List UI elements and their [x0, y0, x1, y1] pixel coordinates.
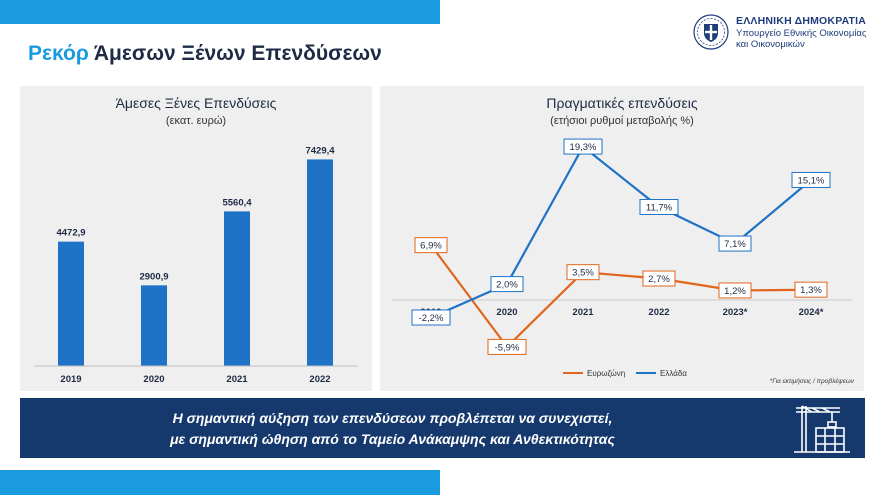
- page-title: Ρεκόρ Άμεσων Ξένων Επενδύσεων: [28, 42, 382, 66]
- data-label-eurozone-2023*: 1,2%: [718, 282, 752, 299]
- line-x-tick-2023*: 2023*: [723, 307, 748, 318]
- bar-value-label-2021: 5560,4: [222, 197, 252, 208]
- line-x-tick-2021: 2021: [572, 307, 594, 318]
- data-label-box-eurozone-2022: [642, 270, 676, 287]
- investment-line-chart-panel: Πραγματικές επενδύσεις (ετήσιοι ρυθμοί με…: [380, 86, 864, 391]
- line-chart-title: Πραγματικές επενδύσεις: [546, 95, 697, 111]
- data-label-text-eurozone-2023*: 1,2%: [724, 286, 746, 297]
- data-label-text-greece-2024*: 15,1%: [798, 175, 825, 186]
- line-chart-subtitle: (ετήσιοι ρυθμοί μεταβολής %): [550, 115, 694, 127]
- data-label-box-greece-2024*: [791, 171, 831, 188]
- bar-value-label-2019: 4472,9: [56, 228, 85, 239]
- data-label-greece-2022: 11,7%: [639, 198, 679, 215]
- data-label-box-eurozone-2021: [566, 264, 600, 281]
- data-label-box-greece-2023*: [718, 235, 752, 252]
- bar-value-label-2020: 2900,9: [139, 271, 168, 282]
- data-label-box-eurozone-2023*: [718, 282, 752, 299]
- data-label-greece-2021: 19,3%: [563, 138, 603, 155]
- data-label-eurozone-2019: 6,9%: [414, 237, 448, 254]
- data-label-eurozone-2022: 2,7%: [642, 270, 676, 287]
- line-x-tick-2022: 2022: [648, 307, 669, 318]
- ministry-logo: ΕΛΛΗΝΙΚΗ ΔΗΜΟΚΡΑΤΙΑ Υπουργείο Εθνικής Οι…: [692, 12, 872, 60]
- bar-x-tick-2019: 2019: [60, 374, 81, 385]
- data-label-greece-2023*: 7,1%: [718, 235, 752, 252]
- series-line-eurozone: [430, 244, 812, 348]
- data-label-text-greece-2022: 11,7%: [646, 202, 673, 213]
- series-line-greece: [430, 145, 812, 319]
- data-label-box-greece-2021: [563, 138, 603, 155]
- banner-line-2: με σημαντική ώθηση από το Ταμείο Ανάκαμψ…: [170, 431, 615, 447]
- banner-text: Η σημαντική αύξηση των επενδύσεων προβλέ…: [20, 408, 765, 450]
- investment-line-chart: Πραγματικές επενδύσεις (ετήσιοι ρυθμοί με…: [392, 95, 855, 385]
- logo-line-1: ΕΛΛΗΝΙΚΗ ΔΗΜΟΚΡΑΤΙΑ: [736, 15, 867, 27]
- data-label-box-eurozone-2019: [414, 237, 448, 254]
- data-label-text-greece-2019: -2,2%: [419, 313, 444, 324]
- bar-value-label-2022: 7429,4: [305, 145, 335, 156]
- data-label-box-greece-2020: [490, 276, 524, 293]
- bar-2021: [224, 211, 250, 366]
- data-label-text-greece-2023*: 7,1%: [724, 239, 746, 250]
- bar-x-tick-2020: 2020: [143, 374, 164, 385]
- line-x-tick-2020: 2020: [496, 307, 517, 318]
- bar-chart-title: Άμεσες Ξένες Επενδύσεις: [116, 95, 277, 111]
- data-label-box-eurozone-2020: [487, 338, 527, 355]
- line-chart-footnote: *Για εκτιμήσεις / προβλέψεων: [770, 377, 855, 385]
- bar-2019: [58, 241, 84, 366]
- data-label-text-eurozone-2020: -5,9%: [495, 342, 520, 353]
- data-label-text-greece-2021: 19,3%: [570, 142, 597, 153]
- data-label-text-eurozone-2019: 6,9%: [420, 241, 442, 252]
- data-label-greece-2024*: 15,1%: [791, 171, 831, 188]
- data-label-text-eurozone-2024*: 1,3%: [800, 285, 822, 296]
- logo-line-3: και Οικονομικών: [736, 39, 805, 50]
- data-label-eurozone-2020: -5,9%: [487, 338, 527, 355]
- fdi-bar-chart: Άμεσες Ξένες Επενδύσεις (εκατ. ευρώ) 4472,…: [34, 95, 358, 385]
- data-label-box-greece-2019: [411, 309, 451, 326]
- greek-coat-of-arms-icon: [693, 14, 729, 50]
- page-title-rest: Άμεσων Ξένων Επενδύσεων: [88, 42, 382, 65]
- data-label-eurozone-2021: 3,5%: [566, 264, 600, 281]
- conclusion-banner: Η σημαντική αύξηση των επενδύσεων προβλέ…: [20, 398, 865, 458]
- data-label-text-eurozone-2021: 3,5%: [572, 268, 594, 279]
- top-accent-stripe: [0, 0, 440, 24]
- data-label-greece-2020: 2,0%: [490, 276, 524, 293]
- banner-line-1: Η σημαντική αύξηση των επενδύσεων προβλέ…: [172, 410, 613, 426]
- data-label-box-eurozone-2024*: [794, 281, 828, 298]
- data-label-text-eurozone-2022: 2,7%: [648, 274, 670, 285]
- data-label-text-greece-2020: 2,0%: [496, 280, 518, 291]
- data-label-greece-2019: -2,2%: [411, 309, 451, 326]
- legend-label-eurozone: Ευρωζώνη: [587, 369, 625, 378]
- bar-2020: [141, 285, 167, 366]
- legend-label-greece: Ελλάδα: [660, 369, 687, 378]
- line-chart-legend: Ευρωζώνη Ελλάδα: [563, 369, 687, 378]
- data-label-eurozone-2024*: 1,3%: [794, 281, 828, 298]
- bar-2022: [307, 159, 333, 366]
- data-label-box-greece-2022: [639, 198, 679, 215]
- fdi-bar-chart-panel: Άμεσες Ξένες Επενδύσεις (εκατ. ευρώ) 4472,…: [20, 86, 372, 391]
- bar-x-tick-2022: 2022: [309, 374, 330, 385]
- logo-line-2: Υπουργείο Εθνικής Οικονομίας: [736, 27, 867, 39]
- bar-x-tick-2021: 2021: [226, 374, 248, 385]
- bottom-accent-stripe: [0, 470, 440, 495]
- page-title-accent: Ρεκόρ: [28, 42, 89, 65]
- bar-chart-subtitle: (εκατ. ευρώ): [166, 115, 226, 127]
- crane-building-icon: [794, 405, 850, 453]
- line-x-tick-2024*: 2024*: [799, 307, 824, 318]
